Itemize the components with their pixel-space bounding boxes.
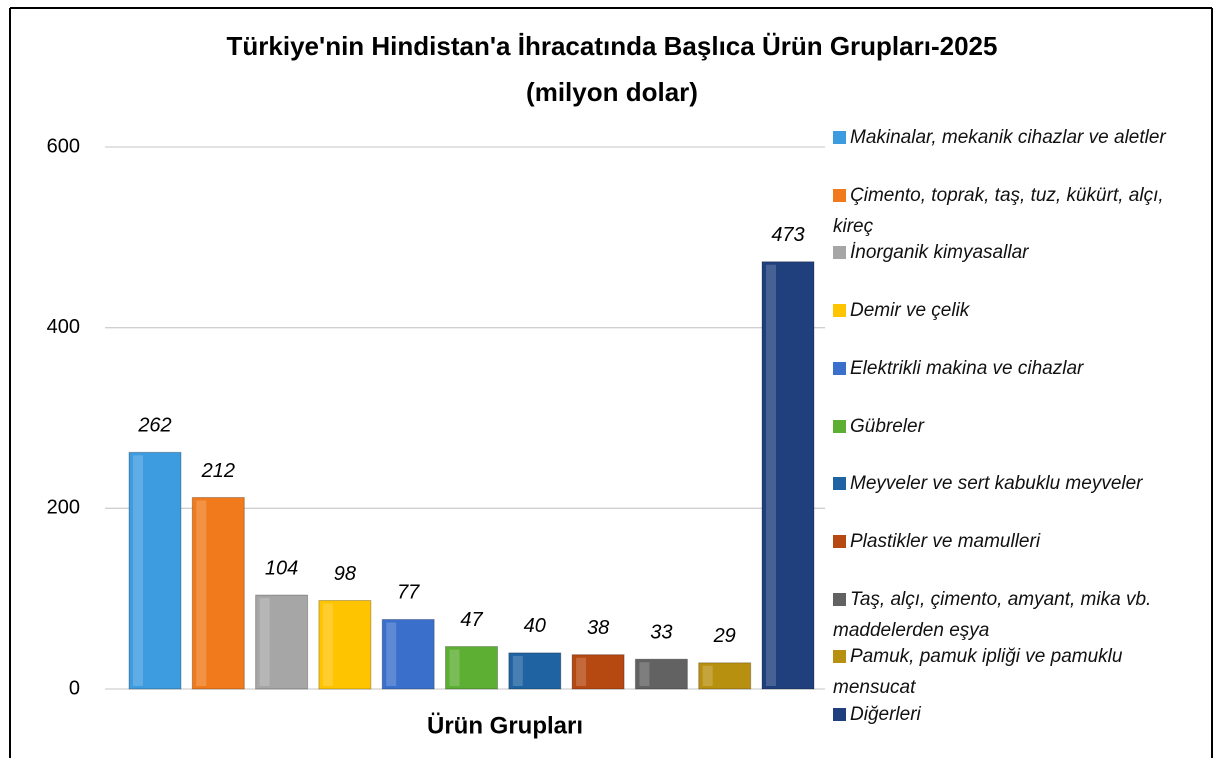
bar-highlight: [196, 500, 207, 686]
y-tick-label: 200: [47, 497, 80, 519]
bar: [128, 451, 182, 690]
bar: [508, 652, 562, 690]
legend-label: Pamuk, pamuk ipliği ve pamuklu mensucat: [833, 646, 1123, 699]
bar: [761, 261, 815, 690]
bar-highlight: [386, 622, 397, 686]
legend-label: Taş, alçı, çimento, amyant, mika vb. mad…: [833, 588, 1152, 641]
legend-swatch: [833, 246, 846, 260]
y-tick-label: 600: [47, 135, 80, 157]
value-label: 77: [397, 582, 420, 604]
bar: [318, 599, 372, 690]
legend-swatch: [833, 131, 846, 144]
legend-entry: Gübreler: [833, 411, 1208, 442]
legend-label: Plastikler ve mamulleri: [850, 530, 1041, 552]
legend-entry: Makinalar, mekanik cihazlar ve aletler: [833, 122, 1208, 153]
legend-entry: Elektrikli makina ve cihazlar: [833, 353, 1208, 384]
chart-subtitle: (milyon dolar): [526, 77, 698, 107]
legend-swatch: [833, 534, 846, 548]
bar-highlight: [259, 598, 270, 686]
legend-swatch: [833, 304, 846, 318]
bar-highlight: [639, 662, 650, 686]
legend-swatch: [833, 477, 846, 491]
bar: [191, 496, 245, 690]
bar: [698, 662, 752, 690]
legend-entry: Meyveler ve sert kabuklu meyveler: [833, 468, 1208, 499]
legend-swatch: [833, 650, 846, 664]
legend-label: Diğerleri: [850, 704, 921, 725]
value-label: 47: [460, 609, 483, 631]
bar: [381, 618, 435, 690]
legend-label: Demir ve çelik: [850, 300, 970, 322]
bar: [445, 646, 498, 690]
legend-label: Gübreler: [850, 415, 924, 437]
legend-label: Meyveler ve sert kabuklu meyveler: [850, 473, 1143, 495]
legend-swatch: [833, 361, 846, 375]
legend-entry: Diğerleri: [833, 699, 1208, 730]
legend-entry: Plastikler ve mamulleri: [833, 526, 1208, 557]
legend-swatch: [833, 188, 846, 202]
bar: [571, 654, 625, 690]
y-tick-label: 0: [69, 677, 80, 699]
value-label: 33: [650, 621, 672, 643]
bar-highlight: [576, 657, 587, 686]
y-tick-label: 400: [47, 316, 80, 338]
bar: [634, 658, 688, 690]
value-label: 29: [713, 625, 736, 647]
value-label: 98: [334, 563, 356, 585]
legend-entry: Taş, alçı, çimento, amyant, mika vb. mad…: [833, 584, 1208, 646]
legend-label: İnorganik kimyasallar: [850, 242, 1029, 264]
legend-entry: Demir ve çelik: [833, 295, 1208, 326]
value-label: 262: [137, 415, 171, 437]
legend-swatch: [833, 708, 846, 721]
value-label: 473: [771, 224, 804, 246]
legend-entry: Çimento, toprak, taş, tuz, kükürt, alçı,…: [833, 180, 1208, 242]
bar-highlight: [512, 655, 523, 686]
value-label: 38: [587, 617, 609, 639]
bar-highlight: [133, 455, 143, 686]
bar-highlight: [322, 603, 333, 686]
legend-label: Elektrikli makina ve cihazlar: [850, 357, 1084, 379]
legend-swatch: [833, 592, 846, 606]
legend-swatch: [833, 419, 846, 433]
bar-highlight: [702, 665, 713, 686]
value-label: 212: [201, 460, 235, 482]
value-label: 40: [524, 615, 546, 637]
bar: [255, 594, 309, 690]
legend-label: Çimento, toprak, taş, tuz, kükürt, alçı,…: [833, 184, 1164, 237]
legend-entry: Pamuk, pamuk ipliği ve pamuklu mensucat: [833, 641, 1208, 703]
legend-label: Makinalar, mekanik cihazlar ve aletler: [850, 127, 1166, 148]
chart-title: Türkiye'nin Hindistan'a İhracatında Başl…: [227, 31, 998, 61]
legend-entry: İnorganik kimyasallar: [833, 237, 1208, 268]
x-axis-label: Ürün Grupları: [427, 712, 583, 739]
bar-highlight: [766, 264, 776, 686]
value-label: 104: [265, 557, 298, 579]
bar-highlight: [449, 649, 460, 686]
